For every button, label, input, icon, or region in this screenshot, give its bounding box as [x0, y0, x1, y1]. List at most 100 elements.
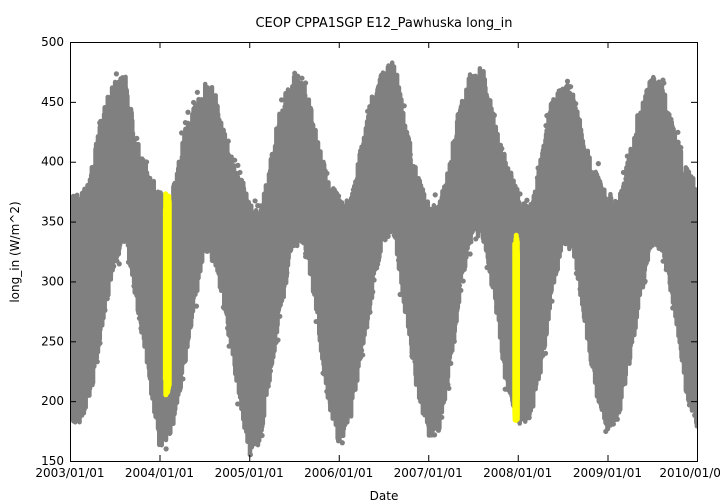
data-point: [240, 180, 246, 186]
y-axis-label: long_in (W/m^2): [8, 201, 22, 302]
data-point: [564, 78, 571, 84]
data-point: [198, 259, 204, 265]
data-point: [232, 157, 238, 163]
data-point: [460, 278, 466, 284]
data-point: [65, 397, 70, 402]
data-point: [367, 309, 373, 315]
y-tick-label: 450: [41, 95, 64, 109]
x-tick-label: 2009/01/01: [573, 466, 642, 480]
data-point: [225, 138, 231, 144]
data-point: [194, 89, 200, 95]
data-point: [661, 80, 667, 86]
data-point: [642, 278, 648, 284]
data-point: [675, 129, 681, 135]
data-point: [439, 414, 445, 420]
x-tick-label: 2008/01/01: [483, 466, 552, 480]
data-point: [692, 188, 697, 194]
data-point: [568, 84, 574, 90]
x-axis-label: Date: [370, 489, 399, 503]
data-point: [467, 251, 473, 257]
data-point: [247, 452, 253, 458]
y-tick-label: 350: [41, 215, 64, 229]
data-point: [508, 173, 514, 180]
x-tick-label: 2010/01/01: [659, 466, 720, 480]
data-point: [432, 192, 438, 198]
data-point: [468, 230, 474, 236]
data-point: [458, 287, 464, 293]
data-point: [278, 97, 285, 103]
data-point: [542, 350, 549, 356]
data-point: [259, 432, 265, 439]
data-point: [58, 132, 63, 137]
data-point: [431, 432, 438, 438]
data-point: [224, 151, 231, 157]
y-tick-label: 200: [41, 394, 64, 408]
data-point: [299, 75, 305, 81]
data-point: [277, 313, 283, 319]
x-tick-label: 2005/01/01: [215, 466, 284, 480]
data-point: [180, 376, 186, 382]
data-point: [56, 136, 61, 141]
data-point: [302, 80, 309, 86]
data-point: [235, 162, 241, 168]
data-point: [185, 109, 191, 115]
data-point: [491, 112, 497, 118]
data-point: [275, 337, 281, 343]
data-point: [237, 169, 243, 176]
data-point: [451, 338, 457, 344]
data-point: [401, 103, 407, 109]
data-point: [573, 101, 579, 107]
y-tick-label: 150: [41, 454, 64, 468]
data-point: [143, 159, 150, 165]
data-point: [524, 197, 530, 203]
x-axis: 2003/01/01 2004/01/01 2005/01/01 2006/01/01…: [35, 42, 720, 480]
data-point: [267, 368, 274, 374]
data-point: [595, 161, 601, 167]
series-main: [56, 60, 697, 458]
data-point: [134, 135, 140, 141]
data-point: [252, 198, 258, 204]
data-point: [163, 446, 169, 452]
plot-area: [56, 60, 697, 458]
data-point: [113, 71, 119, 77]
data-point: [295, 73, 301, 79]
y-tick-label: 400: [41, 155, 64, 169]
series-flagged: [162, 191, 172, 398]
y-tick-label: 300: [41, 274, 64, 288]
data-point: [541, 343, 547, 349]
x-tick-label: 2003/01/01: [35, 466, 104, 480]
data-point: [104, 296, 110, 302]
data-point: [116, 245, 122, 252]
data-point: [97, 340, 103, 346]
data-point: [678, 144, 684, 151]
plot-frame: [70, 42, 698, 462]
chart-title: CEOP CPPA1SGP E12_Pawhuska long_in: [255, 16, 512, 31]
data-point: [335, 193, 342, 199]
data-point: [94, 359, 100, 365]
data-point: [517, 191, 523, 197]
data-point: [360, 352, 366, 358]
x-tick-label: 2006/01/01: [304, 466, 373, 480]
data-point: [616, 408, 622, 414]
data-point: [448, 360, 454, 366]
data-point: [371, 277, 377, 283]
data-point: [614, 416, 620, 422]
data-point: [610, 421, 616, 427]
data-point: [549, 298, 555, 304]
data-point: [629, 339, 635, 345]
data-point: [193, 303, 200, 309]
data-point: [324, 170, 330, 176]
data-point: [265, 383, 271, 389]
data-point: [257, 203, 263, 209]
y-tick-label: 500: [41, 35, 64, 49]
data-point: [171, 411, 177, 417]
data-point: [111, 263, 117, 269]
y-tick-label: 250: [41, 334, 64, 348]
data-point: [499, 145, 505, 152]
data-point: [526, 415, 532, 421]
data-point: [446, 385, 452, 391]
data-point: [339, 440, 345, 446]
data-point: [177, 381, 183, 387]
data-point: [284, 270, 290, 276]
data-point: [456, 282, 463, 289]
